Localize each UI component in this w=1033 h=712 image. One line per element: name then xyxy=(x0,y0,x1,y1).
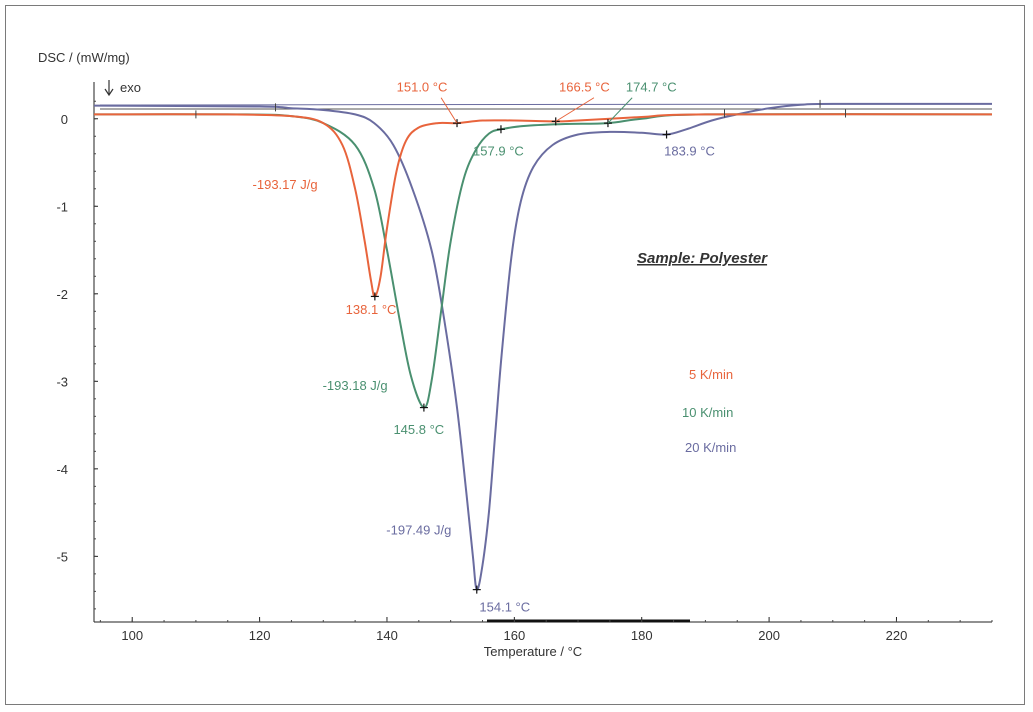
peak-marker xyxy=(472,585,481,594)
annotation-label: 166.5 °C xyxy=(559,80,610,95)
series-line-10kmin xyxy=(93,113,993,409)
onset-marker xyxy=(496,125,505,134)
series-layer xyxy=(93,97,993,594)
x-tick-label: 180 xyxy=(631,628,653,643)
x-tick-label: 200 xyxy=(758,628,780,643)
leader-line xyxy=(440,97,458,124)
y-tick-label: -4 xyxy=(56,462,68,477)
chart-frame xyxy=(5,5,1025,705)
annotation-label: -197.49 J/g xyxy=(386,522,451,537)
leader-line xyxy=(607,97,633,124)
peak-marker xyxy=(419,403,428,412)
annotation-label: 151.0 °C xyxy=(397,80,448,95)
legend-item-10k: 10 K/min xyxy=(682,405,733,420)
leader-line xyxy=(555,97,595,122)
annotation-label: 174.7 °C xyxy=(626,80,677,95)
x-tick-label: 160 xyxy=(503,628,525,643)
y-tick-label: -1 xyxy=(56,199,68,214)
annotation-label: 154.1 °C xyxy=(479,599,530,614)
annotation-label: -193.17 J/g xyxy=(253,177,318,192)
x-ticks: 100 120 140 160 180 200 220 xyxy=(99,617,993,643)
x-tick-label: 140 xyxy=(376,628,398,643)
legend-item-20k: 20 K/min xyxy=(685,440,736,455)
annotation-layer: -193.17 J/g 138.1 °C 151.0 °C 166.5 °C -193.… xyxy=(253,80,715,615)
legend-item-5k: 5 K/min xyxy=(689,367,733,382)
y-axis-title: DSC / (mW/mg) xyxy=(38,50,130,65)
exo-arrow-icon xyxy=(104,80,114,97)
peak-marker xyxy=(370,292,379,301)
y-tick-label: -5 xyxy=(56,549,68,564)
series-line-5kmin xyxy=(93,113,993,298)
annotation-label: -193.18 J/g xyxy=(323,378,388,393)
annotation-label: 145.8 °C xyxy=(393,422,444,437)
x-tick-label: 100 xyxy=(121,628,143,643)
exo-label: exo xyxy=(120,80,141,95)
onset-marker xyxy=(662,130,671,139)
y-tick-label: -3 xyxy=(56,374,68,389)
annotation-label: 157.9 °C xyxy=(473,144,524,159)
annotation-label: 138.1 °C xyxy=(346,302,397,317)
annotation-label: 183.9 °C xyxy=(664,144,715,159)
y-tick-label: -2 xyxy=(56,287,68,302)
y-tick-label: 0 xyxy=(61,112,68,127)
x-tick-label: 220 xyxy=(886,628,908,643)
x-tick-label: 120 xyxy=(249,628,271,643)
sample-label: Sample: Polyester xyxy=(637,250,768,267)
legend: 5 K/min 10 K/min 20 K/min xyxy=(682,367,736,455)
y-ticks: 0 -1 -2 -3 -4 -5 xyxy=(56,100,98,610)
x-axis-title: Temperature / °C xyxy=(484,644,582,659)
series-line-20kmin xyxy=(93,102,993,591)
